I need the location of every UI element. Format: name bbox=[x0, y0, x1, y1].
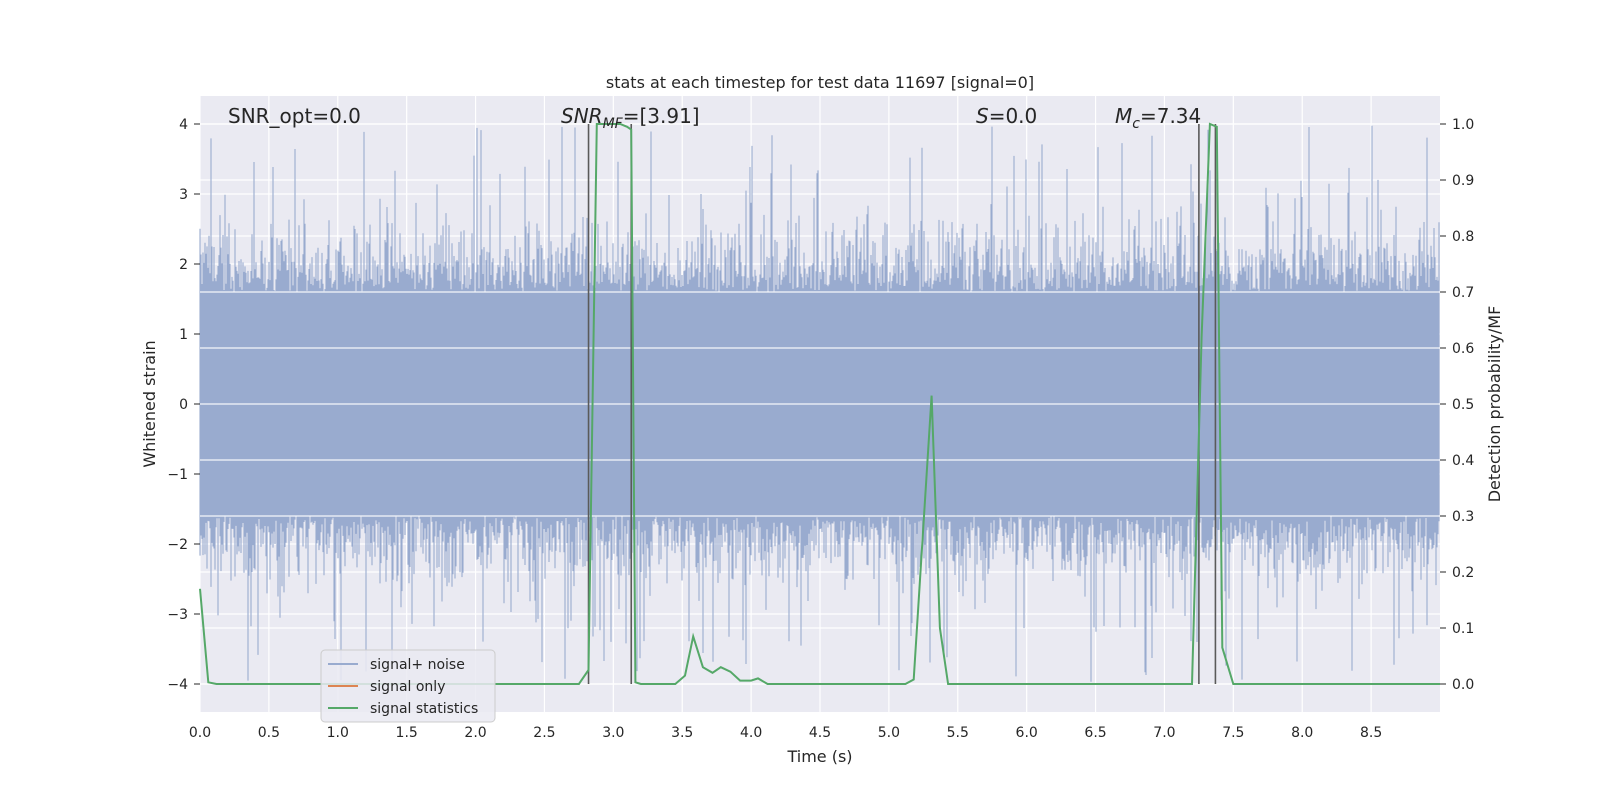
legend-label-noise: signal+ noise bbox=[370, 657, 465, 673]
y-axis-label-right: Detection probability/MF bbox=[1485, 306, 1504, 503]
x-tick-label: 6.5 bbox=[1084, 725, 1106, 741]
y-tick-label-left: 0 bbox=[179, 397, 188, 413]
y-tick-label-right: 0.9 bbox=[1452, 173, 1474, 189]
y-tick-label-right: 0.0 bbox=[1452, 677, 1474, 693]
y-tick-label-left: 1 bbox=[179, 327, 188, 343]
chart-title: stats at each timestep for test data 116… bbox=[606, 73, 1034, 92]
x-tick-label: 3.5 bbox=[671, 725, 693, 741]
mc-subscript: c bbox=[1132, 116, 1140, 132]
legend: signal+ noise signal only signal statist… bbox=[320, 649, 496, 723]
y-tick-label-right: 0.8 bbox=[1452, 229, 1474, 245]
snr-opt-annotation: SNR_opt=0.0 bbox=[228, 104, 361, 128]
x-tick-label: 0.5 bbox=[258, 725, 280, 741]
y-tick-label-right: 0.3 bbox=[1452, 509, 1474, 525]
y-tick-label-left: −4 bbox=[167, 677, 188, 693]
y-tick-label-left: 4 bbox=[179, 117, 188, 133]
signal-noise-series bbox=[199, 125, 1440, 682]
y-tick-label-left: 2 bbox=[179, 257, 188, 273]
y-tick-label-right: 0.5 bbox=[1452, 397, 1474, 413]
x-axis-label: Time (s) bbox=[786, 747, 852, 766]
legend-box bbox=[320, 649, 496, 723]
x-tick-label: 2.5 bbox=[533, 725, 555, 741]
s-value: =0.0 bbox=[989, 104, 1038, 128]
mc-base: M bbox=[1115, 104, 1132, 128]
x-tick-label: 8.0 bbox=[1291, 725, 1313, 741]
s-annotation: S=0.0 bbox=[976, 104, 1037, 128]
x-tick-label: 1.0 bbox=[327, 725, 349, 741]
x-tick-label: 2.0 bbox=[464, 725, 486, 741]
x-tick-label: 5.0 bbox=[878, 725, 900, 741]
y-tick-label-left: −3 bbox=[167, 607, 188, 623]
x-tick-label: 4.0 bbox=[740, 725, 762, 741]
x-tick-label: 1.5 bbox=[396, 725, 418, 741]
statistics-line bbox=[199, 122, 1440, 685]
x-tick-label: 7.5 bbox=[1222, 725, 1244, 741]
y-tick-label-right: 0.7 bbox=[1452, 285, 1474, 301]
x-tick-label: 0.0 bbox=[189, 725, 211, 741]
snr-mf-value: =[3.91] bbox=[623, 104, 700, 128]
y-tick-label-right: 0.4 bbox=[1452, 453, 1474, 469]
y-tick-label-right: 1.0 bbox=[1452, 117, 1474, 133]
axis-ticks: 0.0 0.5 1.0 1.5 2.0 2.5 3.0 3.5 4.0 4.5 5.0 5.5 6.0 6… bbox=[167, 117, 1474, 741]
snr-mf-subscript: MF bbox=[603, 116, 624, 132]
legend-label-signal-only: signal only bbox=[370, 679, 445, 695]
y-tick-label-right: 0.2 bbox=[1452, 565, 1474, 581]
mc-value: =7.34 bbox=[1140, 104, 1201, 128]
y-tick-label-right: 0.6 bbox=[1452, 341, 1474, 357]
x-tick-label: 7.0 bbox=[1153, 725, 1175, 741]
signal-statistics-series bbox=[199, 122, 1440, 685]
x-tick-label: 5.5 bbox=[947, 725, 969, 741]
legend-label-statistics: signal statistics bbox=[370, 701, 478, 717]
x-tick-label: 3.0 bbox=[602, 725, 624, 741]
y-tick-label-left: 3 bbox=[179, 187, 188, 203]
x-tick-label: 8.5 bbox=[1360, 725, 1382, 741]
snr-mf-annotation: SNRMF=[3.91] bbox=[561, 104, 700, 132]
y-tick-label-left: −1 bbox=[167, 467, 188, 483]
y-tick-label-left: −2 bbox=[167, 537, 188, 553]
snr-mf-base: SNR bbox=[561, 104, 603, 128]
x-tick-label: 6.0 bbox=[1016, 725, 1038, 741]
y-axis-label-left: Whitened strain bbox=[140, 340, 159, 467]
mc-annotation: Mc=7.34 bbox=[1115, 104, 1201, 132]
x-tick-label: 4.5 bbox=[809, 725, 831, 741]
y-tick-label-right: 0.1 bbox=[1452, 621, 1474, 637]
s-label: S bbox=[976, 104, 989, 128]
